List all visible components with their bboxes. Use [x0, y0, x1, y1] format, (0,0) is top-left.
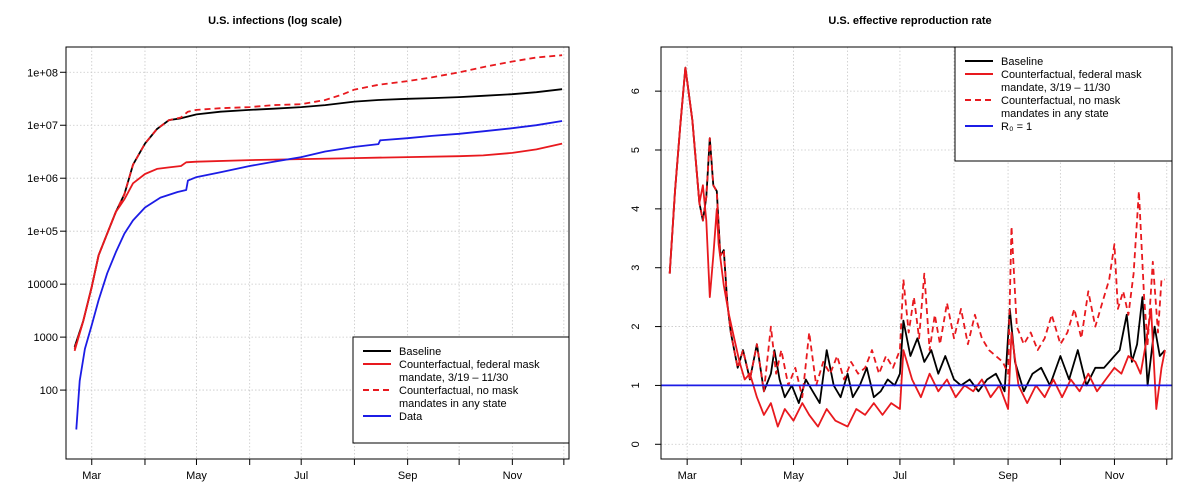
reproduction-y-tick-label: 2 — [630, 324, 642, 330]
infections-series-line-no-mask — [73, 54, 563, 350]
reproduction-y-tick-label: 5 — [630, 147, 642, 153]
infections-x-tick-label: Sep — [398, 470, 418, 482]
reproduction-x-tick-label: May — [783, 470, 804, 482]
infections-y-tick-label: 1e+06 — [27, 173, 58, 185]
reproduction-legend-box — [954, 46, 1173, 162]
infections-x-tick-label: Jul — [294, 470, 308, 482]
reproduction-legend-label: Baseline — [1001, 56, 1043, 68]
reproduction-x-tick-label: Sep — [998, 470, 1018, 482]
infections-y-tick-label: 1e+08 — [27, 67, 58, 79]
infections-legend-label: Counterfactual, federal mask — [399, 359, 540, 371]
infections-legend-label: mandates in any state — [399, 398, 507, 410]
reproduction-panel: U.S. effective reproduction rate Mar May J… — [630, 15, 1173, 482]
reproduction-title: U.S. effective reproduction rate — [828, 15, 991, 27]
reproduction-y-tick-label: 4 — [630, 206, 642, 212]
reproduction-legend-label: R₀ = 1 — [1001, 121, 1032, 133]
reproduction-legend-label: Counterfactual, no mask — [1001, 95, 1121, 107]
infections-y-tick-label: 100 — [40, 385, 58, 397]
infections-legend-label: Data — [399, 411, 423, 423]
infections-x-tick-label: May — [186, 470, 207, 482]
reproduction-legend-label: mandate, 3/19 – 11/30 — [1001, 82, 1110, 94]
infections-panel: U.S. infections (log scale) Mar May Jul Sep… — [27, 15, 570, 482]
reproduction-y-tick-label: 6 — [630, 88, 642, 94]
reproduction-x-tick-label: Nov — [1105, 470, 1125, 482]
reproduction-plot-frame — [660, 46, 1173, 460]
infections-legend-label: Counterfactual, no mask — [399, 385, 519, 397]
reproduction-legend-label: Counterfactual, federal mask — [1001, 69, 1142, 81]
infections-plot-frame — [65, 46, 570, 460]
infections-y-tick-label: 10000 — [27, 279, 58, 291]
infections-legend-label: Baseline — [399, 346, 441, 358]
infections-x-tick-label: Mar — [82, 470, 101, 482]
reproduction-y-tick-label: 0 — [630, 441, 642, 447]
infections-series-line-data — [75, 120, 563, 430]
reproduction-y-tick-label: 3 — [630, 265, 642, 271]
infections-y-tick-label: 1e+05 — [27, 226, 58, 238]
infections-title: U.S. infections (log scale) — [208, 15, 342, 27]
infections-x-tick-label: Nov — [503, 470, 523, 482]
reproduction-y-tick-label: 1 — [630, 382, 642, 388]
infections-y-tick-label: 1e+07 — [27, 120, 58, 132]
infections-legend-label: mandate, 3/19 – 11/30 — [399, 372, 508, 384]
infections-y-tick-label: 1000 — [34, 332, 58, 344]
reproduction-series-line-no-mask — [668, 66, 1165, 399]
reproduction-x-tick-label: Jul — [893, 470, 907, 482]
reproduction-legend-label: mandates in any state — [1001, 108, 1109, 120]
reproduction-series-line-federal-mask — [668, 66, 1166, 428]
reproduction-x-tick-label: Mar — [678, 470, 697, 482]
